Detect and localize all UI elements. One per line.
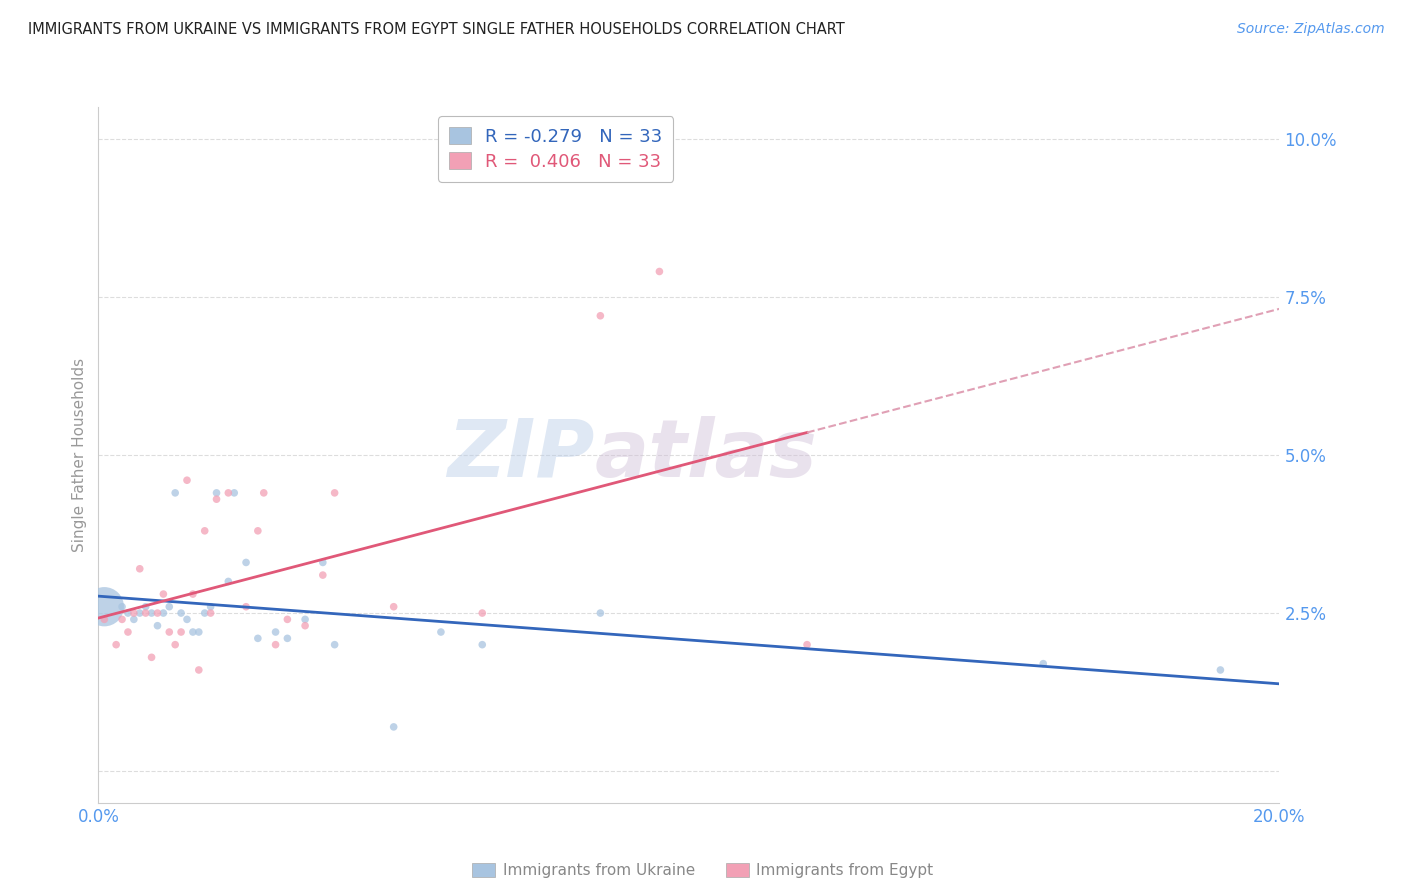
- Point: [117, 606, 139, 620]
- Point: [276, 612, 298, 626]
- Point: [152, 587, 174, 601]
- Point: [264, 625, 287, 640]
- Point: [146, 618, 169, 632]
- Point: [253, 486, 276, 500]
- Point: [235, 556, 257, 570]
- Point: [105, 638, 128, 652]
- Point: [181, 625, 204, 640]
- Point: [200, 599, 222, 614]
- Point: [141, 650, 163, 665]
- Text: IMMIGRANTS FROM UKRAINE VS IMMIGRANTS FROM EGYPT SINGLE FATHER HOUSEHOLDS CORREL: IMMIGRANTS FROM UKRAINE VS IMMIGRANTS FR…: [28, 22, 845, 37]
- Point: [235, 599, 257, 614]
- Point: [181, 587, 204, 601]
- Point: [382, 599, 405, 614]
- Point: [128, 606, 150, 620]
- Point: [312, 568, 335, 582]
- Point: [264, 638, 287, 652]
- Point: [135, 599, 157, 614]
- Legend: Immigrants from Ukraine, Immigrants from Egypt: Immigrants from Ukraine, Immigrants from…: [467, 857, 939, 884]
- Point: [194, 524, 217, 538]
- Point: [205, 486, 228, 500]
- Point: [152, 606, 174, 620]
- Point: [111, 612, 134, 626]
- Point: [176, 473, 198, 487]
- Point: [294, 618, 316, 632]
- Point: [294, 612, 316, 626]
- Point: [471, 638, 494, 652]
- Point: [276, 632, 298, 646]
- Point: [471, 606, 494, 620]
- Point: [122, 606, 145, 620]
- Point: [170, 625, 193, 640]
- Point: [648, 264, 671, 278]
- Point: [157, 599, 180, 614]
- Point: [122, 612, 145, 626]
- Point: [217, 486, 239, 500]
- Point: [165, 486, 187, 500]
- Point: [1032, 657, 1054, 671]
- Point: [205, 492, 228, 507]
- Point: [1209, 663, 1232, 677]
- Point: [93, 612, 115, 626]
- Point: [146, 606, 169, 620]
- Text: ZIP: ZIP: [447, 416, 595, 494]
- Point: [246, 524, 269, 538]
- Point: [141, 606, 163, 620]
- Point: [430, 625, 453, 640]
- Point: [217, 574, 239, 589]
- Point: [224, 486, 246, 500]
- Point: [589, 606, 612, 620]
- Point: [165, 638, 187, 652]
- Point: [382, 720, 405, 734]
- Y-axis label: Single Father Households: Single Father Households: [72, 358, 87, 552]
- Point: [187, 625, 209, 640]
- Point: [93, 599, 115, 614]
- Point: [312, 556, 335, 570]
- Point: [176, 612, 198, 626]
- Point: [194, 606, 217, 620]
- Point: [111, 599, 134, 614]
- Legend: R = -0.279   N = 33, R =  0.406   N = 33: R = -0.279 N = 33, R = 0.406 N = 33: [439, 116, 673, 182]
- Point: [323, 486, 346, 500]
- Point: [246, 632, 269, 646]
- Point: [187, 663, 209, 677]
- Point: [135, 606, 157, 620]
- Text: Source: ZipAtlas.com: Source: ZipAtlas.com: [1237, 22, 1385, 37]
- Point: [200, 606, 222, 620]
- Point: [796, 638, 818, 652]
- Text: atlas: atlas: [595, 416, 817, 494]
- Point: [170, 606, 193, 620]
- Point: [117, 625, 139, 640]
- Point: [128, 562, 150, 576]
- Point: [589, 309, 612, 323]
- Point: [323, 638, 346, 652]
- Point: [157, 625, 180, 640]
